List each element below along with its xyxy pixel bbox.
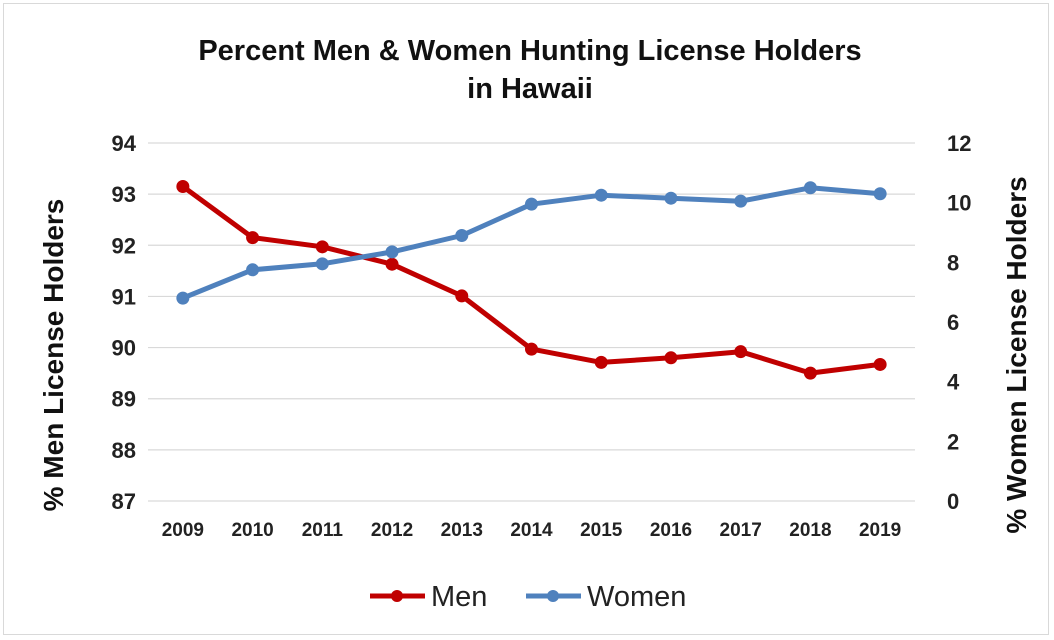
data-point-men [664, 351, 678, 365]
legend-item-men: Men [370, 581, 487, 613]
chart-title-line-1: Percent Men & Women Hunting License Hold… [198, 35, 861, 67]
right-tick-label: 10 [947, 191, 971, 216]
left-axis-ticks: 87 88 89 90 91 92 93 94 [112, 131, 137, 514]
data-point-men [594, 355, 608, 369]
left-tick-label: 88 [112, 438, 136, 463]
right-tick-label: 8 [947, 250, 959, 275]
data-point-men [246, 231, 260, 245]
data-point-men [176, 179, 190, 193]
data-point-men [525, 342, 538, 356]
data-point-men [385, 257, 399, 271]
data-point-women [664, 191, 678, 205]
data-point-women [803, 181, 817, 195]
data-point-men [803, 366, 817, 380]
left-tick-label: 93 [112, 182, 136, 207]
left-tick-label: 90 [112, 336, 136, 361]
x-tick-label: 2010 [231, 520, 273, 541]
data-point-women [873, 187, 887, 201]
x-tick-label: 2017 [720, 520, 762, 541]
data-point-women [315, 257, 329, 271]
legend-men-label: Men [431, 581, 487, 613]
left-tick-label: 94 [112, 131, 137, 156]
x-tick-label: 2011 [302, 520, 344, 541]
left-tick-label: 91 [112, 284, 136, 309]
right-tick-label: 6 [947, 310, 959, 335]
data-point-women [594, 188, 608, 202]
x-tick-label: 2019 [859, 520, 901, 541]
data-point-women [176, 291, 190, 305]
legend-women-label: Women [587, 581, 686, 613]
x-tick-label: 2013 [441, 520, 483, 541]
right-axis-label: % Women License Holders [1001, 176, 1032, 533]
x-tick-label: 2014 [510, 520, 553, 541]
chart-title-line-2: in Hawaii [467, 73, 593, 105]
x-tick-label: 2012 [371, 520, 413, 541]
x-tick-label: 2016 [650, 520, 692, 541]
legend-women-marker [547, 590, 559, 602]
data-point-men [734, 345, 748, 359]
left-tick-label: 89 [112, 387, 136, 412]
x-tick-label: 2009 [162, 520, 204, 541]
data-point-women [385, 245, 399, 259]
data-point-men [873, 357, 887, 371]
left-axis-label: % Men License Holders [38, 199, 69, 512]
x-tick-label: 2018 [789, 520, 831, 541]
gridlines [148, 142, 915, 502]
series-layer [176, 179, 887, 380]
data-point-men [455, 289, 469, 303]
data-point-women [455, 228, 469, 242]
legend: Men Women [370, 581, 686, 613]
legend-item-women: Women [526, 581, 686, 613]
left-tick-label: 87 [112, 489, 136, 514]
right-tick-label: 4 [947, 370, 960, 395]
x-axis-ticks: 2009 2010 2011 2012 2013 2014 2015 2016 2017 2018… [162, 520, 902, 541]
right-tick-label: 0 [947, 489, 959, 514]
data-point-women [525, 197, 538, 211]
data-point-men [315, 240, 329, 254]
chart-frame [3, 3, 1049, 635]
right-tick-label: 12 [947, 131, 971, 156]
x-tick-label: 2015 [580, 520, 623, 541]
right-tick-label: 2 [947, 429, 959, 454]
right-axis-ticks: 0 2 4 6 8 10 12 [947, 131, 971, 514]
data-point-women [246, 263, 260, 277]
legend-men-marker [391, 590, 403, 602]
left-tick-label: 92 [112, 233, 136, 258]
data-point-women [734, 194, 748, 208]
